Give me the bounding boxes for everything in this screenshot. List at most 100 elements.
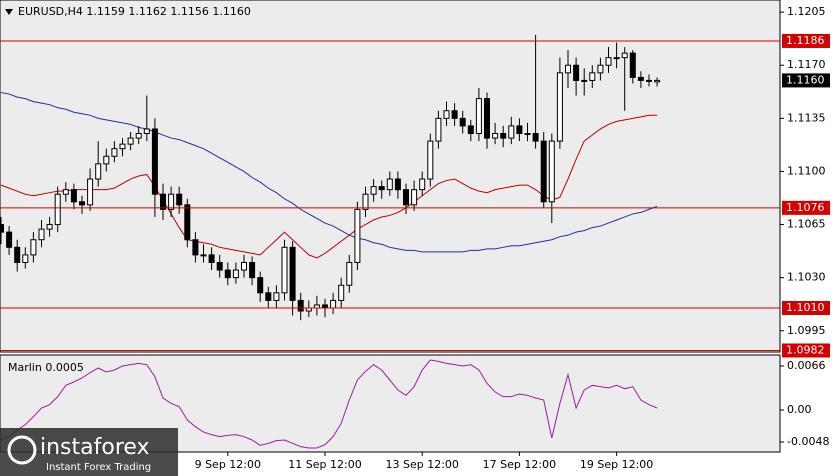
candle-body [289,246,296,301]
candle-body [38,228,45,241]
candle-body [95,163,102,180]
y-tick-label: 0.00 [787,403,812,416]
y-tick-label: 1.1170 [787,58,826,71]
candle-body [370,186,377,195]
candle-body [605,57,612,66]
y-tick-label: 1.1100 [787,164,826,177]
candle-body [168,193,175,210]
x-tick-label: 13 Sep 12:00 [385,458,458,471]
candle-body [273,292,280,301]
candle-body [224,269,231,279]
candle-body [103,155,110,165]
candle-body [467,125,474,135]
y-tick-label: 1.1065 [787,218,826,231]
candle-body [508,125,515,139]
last-price-bg [782,73,830,88]
candle-body [176,193,183,206]
candle-body [232,269,239,279]
candle-body [6,231,13,248]
y-tick-label: 1.0995 [787,324,826,337]
level-label: 1.0982 [786,343,825,356]
candle-body [249,261,256,279]
level-label: 1.1186 [786,34,825,47]
candle-body [524,133,531,136]
collapse-icon [5,9,13,15]
candle-body [79,201,85,206]
candle-body [597,64,604,74]
moving-average [0,114,658,259]
candle-body [143,128,150,135]
candle-body [484,98,490,139]
y-tick-label: 1.1030 [787,271,826,284]
candle-body [119,143,126,150]
candle-body [492,133,499,139]
y-tick-label: 1.1205 [787,5,826,18]
logo-icon [7,435,37,465]
candle-body [589,72,596,81]
candle-body [556,72,563,142]
candle-body [281,246,288,294]
candle-body [46,224,53,230]
logo-tagline: Instant Forex Trading [46,462,151,473]
logo-bg [0,428,178,476]
candle-body [427,140,434,180]
candle-body [297,299,304,312]
x-tick-label: 11 Sep 12:00 [288,458,361,471]
candle-body [354,208,361,263]
candle-body [548,140,555,203]
candle-body [646,79,652,82]
candle-body [216,261,223,271]
candle-body [565,64,571,74]
candle-body [637,76,644,81]
candle-body [654,79,661,83]
candle-body [394,178,401,191]
indicator-title: Marlin 0.0005 [8,361,84,374]
last-price-label: 1.1160 [786,73,825,86]
candle-body [30,239,37,256]
candle-body [135,133,142,139]
candle-body [451,110,458,119]
candle-body [581,79,588,82]
candle-body [362,193,369,210]
candle-body [257,277,264,294]
candle-body [386,178,393,191]
candle-body [403,189,409,206]
candle-body [127,137,134,145]
level-label: 1.1076 [786,201,825,214]
candle-body [338,284,345,301]
level-label: 1.1010 [786,301,825,314]
logo-brand: instaforex [40,435,150,460]
candle-body [459,117,466,127]
candle-body [532,133,539,142]
candle-body [613,57,620,60]
candle-body [192,239,199,256]
candle-body [629,52,636,78]
candle-body [621,52,628,59]
logo: instaforex Instant Forex Trading [0,428,178,476]
candle-body [184,204,191,241]
candle-body [265,292,272,301]
y-tick-label: 0.0066 [787,359,826,372]
candle-body [14,246,21,263]
candle-body [516,125,523,135]
x-tick-label: 17 Sep 12:00 [483,458,556,471]
candle-body [151,128,158,195]
candle-body [70,189,77,203]
x-tick-label: 9 Sep 12:00 [195,458,261,471]
y-tick-label: -0.0048 [787,435,829,448]
x-tick-label: 19 Sep 12:00 [580,458,653,471]
candle-body [540,140,547,203]
candle-body [22,254,29,263]
candle-body [411,189,418,206]
candle-body [208,254,215,263]
candle-body [443,110,450,119]
indicator-line [0,359,658,449]
candle-body [111,148,118,157]
candle-body [54,193,61,226]
level-label-bg [782,33,830,48]
candle-body [378,186,385,191]
level-label-bg [782,200,830,215]
candle-body [200,254,207,257]
moving-average [0,92,658,253]
